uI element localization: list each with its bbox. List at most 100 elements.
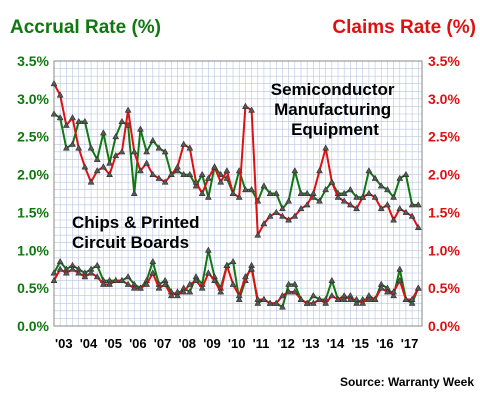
data-point <box>229 257 237 265</box>
data-point <box>229 189 237 196</box>
data-point <box>328 276 336 284</box>
data-point <box>118 276 126 284</box>
data-point <box>408 201 416 208</box>
data-point <box>359 193 367 200</box>
data-point <box>241 185 249 193</box>
data-point <box>56 114 64 121</box>
data-point <box>279 291 286 299</box>
data-point <box>124 280 132 287</box>
data-point <box>56 265 64 272</box>
data-point <box>272 189 280 196</box>
data-point <box>340 295 348 302</box>
x-tick-label: '16 <box>376 336 394 351</box>
data-point <box>75 269 83 276</box>
left-tick-label: 1.5% <box>17 204 49 220</box>
right-axis-ticks: 0.0% 0.5% 1.0% 1.5% 2.0% 2.5% 3.0% 3.5% <box>428 53 460 334</box>
data-point <box>149 136 157 143</box>
left-axis-ticks: 0.0% 0.5% 1.0% 1.5% 2.0% 2.5% 3.0% 3.5% <box>17 53 49 334</box>
data-point <box>174 291 181 299</box>
data-point <box>279 303 286 310</box>
data-point <box>204 269 212 276</box>
data-point <box>93 261 101 268</box>
data-point <box>334 193 342 200</box>
data-point <box>353 295 360 302</box>
data-point <box>359 299 367 306</box>
data-point <box>241 102 249 109</box>
data-point <box>297 204 305 212</box>
data-point <box>353 193 360 200</box>
right-tick-label: 1.5% <box>428 204 460 220</box>
data-point <box>75 117 83 125</box>
right-tick-label: 2.0% <box>428 167 460 183</box>
data-point <box>322 144 330 151</box>
data-point <box>402 295 410 302</box>
data-point <box>130 284 138 291</box>
data-point <box>272 208 280 215</box>
data-point <box>353 204 360 212</box>
left-tick-label: 2.5% <box>17 129 49 145</box>
data-point <box>285 288 293 295</box>
data-point <box>371 174 379 181</box>
data-point <box>340 189 348 196</box>
data-point <box>266 299 274 306</box>
data-point <box>254 295 262 302</box>
data-point <box>235 193 243 200</box>
data-point <box>260 220 268 227</box>
data-point <box>402 170 410 178</box>
data-point <box>186 288 194 295</box>
x-tick-label: '09 <box>203 336 221 351</box>
x-tick-label: '03 <box>55 336 73 351</box>
data-point <box>204 174 212 181</box>
data-point <box>266 212 274 219</box>
data-point <box>81 163 89 170</box>
annotation-chips-line-2: Circuit Boards <box>72 233 189 252</box>
data-point <box>390 288 398 295</box>
data-point <box>383 288 391 295</box>
data-point <box>161 280 169 287</box>
left-tick-label: 1.0% <box>17 242 49 258</box>
right-tick-label: 0.5% <box>428 280 460 296</box>
data-point <box>81 273 89 280</box>
data-point <box>396 174 404 181</box>
right-tick-label: 0.0% <box>428 318 460 334</box>
data-point <box>217 170 225 178</box>
right-tick-label: 3.5% <box>428 53 460 69</box>
data-point <box>291 167 299 174</box>
data-point <box>408 212 416 219</box>
data-point <box>180 170 188 178</box>
data-point <box>211 276 218 284</box>
left-tick-label: 0.5% <box>17 280 49 296</box>
data-point <box>99 129 107 136</box>
right-tick-label: 2.5% <box>428 129 460 145</box>
data-point <box>130 148 138 155</box>
left-tick-label: 0.0% <box>17 318 49 334</box>
data-point <box>217 288 225 295</box>
data-point <box>390 216 398 223</box>
data-point <box>93 167 101 174</box>
data-point <box>316 295 323 302</box>
data-point <box>149 257 157 265</box>
data-point <box>106 280 113 287</box>
left-tick-label: 2.0% <box>17 167 49 183</box>
data-point <box>371 193 379 200</box>
source-note: Source: Warranty Week <box>340 375 474 389</box>
data-point <box>303 299 311 306</box>
data-point <box>130 189 138 196</box>
data-point <box>198 170 206 178</box>
data-point <box>62 144 70 151</box>
data-point <box>204 193 212 200</box>
data-point <box>241 273 249 280</box>
data-point <box>254 231 262 238</box>
data-point <box>75 144 83 151</box>
data-point <box>377 284 385 291</box>
data-point <box>118 148 126 155</box>
data-point <box>69 265 76 272</box>
data-point <box>50 269 58 276</box>
x-tick-label: '08 <box>178 336 196 351</box>
plot-frame <box>53 60 423 327</box>
data-point <box>291 212 299 219</box>
data-point <box>297 189 305 196</box>
data-point <box>377 182 385 189</box>
data-point <box>124 273 132 280</box>
data-point <box>198 189 206 196</box>
